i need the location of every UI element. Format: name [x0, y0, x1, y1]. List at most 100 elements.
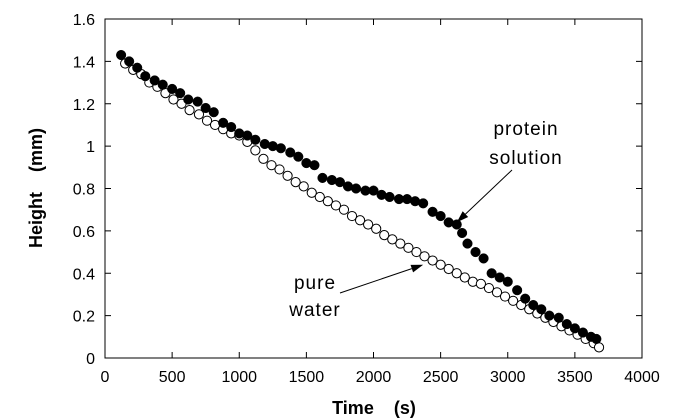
data-point-protein-solution [435, 210, 446, 222]
series-pure-water [120, 58, 605, 353]
data-point-pure-water [508, 295, 519, 306]
data-point-protein-solution [116, 49, 127, 61]
annotation-water-line2: water [288, 300, 340, 321]
x-tick-label: 4000 [624, 369, 660, 386]
data-point-pure-water [258, 153, 269, 164]
data-point-protein-solution [368, 185, 379, 196]
data-point-protein-solution [124, 56, 135, 67]
data-point-protein-solution [183, 94, 194, 105]
data-point-pure-water [419, 251, 430, 262]
data-point-protein-solution [200, 102, 211, 114]
data-point-protein-solution [309, 160, 320, 171]
data-point-pure-water [346, 210, 358, 222]
data-point-protein-solution [569, 323, 580, 334]
data-point-protein-solution [502, 276, 513, 287]
x-tick-label: 500 [159, 369, 186, 386]
data-point-pure-water [282, 170, 293, 181]
data-point-protein-solution [591, 333, 602, 344]
series-protein-solution [116, 49, 602, 344]
data-point-pure-water [459, 272, 470, 283]
data-point-pure-water [451, 268, 462, 279]
y-tick-labels: 0 0.2 0.4 0.6 0.8 1 1.2 1.4 1.6 [73, 12, 95, 368]
data-point-protein-solution [561, 319, 572, 330]
data-point-pure-water [371, 223, 382, 234]
y-tick-label: 1.6 [73, 12, 95, 29]
x-tick-label: 0 [101, 369, 110, 386]
data-point-protein-solution [544, 310, 555, 321]
data-point-pure-water [330, 200, 342, 211]
data-point-protein-solution [208, 107, 219, 118]
data-point-pure-water [314, 191, 325, 203]
data-point-pure-water [491, 287, 503, 298]
data-point-pure-water [475, 278, 486, 289]
data-point-pure-water [435, 259, 446, 270]
annotation-protein-arrow [465, 169, 513, 215]
data-point-protein-solution [132, 62, 143, 73]
x-tick-labels: 0 500 1000 1500 2000 2500 3000 3500 4000 [101, 369, 660, 386]
data-point-protein-solution [226, 122, 237, 133]
data-point-pure-water [411, 246, 422, 258]
x-axis-title: Time (s) [332, 398, 416, 418]
data-point-pure-water [184, 105, 195, 116]
data-point-pure-water [274, 164, 285, 175]
data-point-protein-solution [384, 191, 395, 203]
data-point-protein-solution [528, 299, 539, 311]
data-point-protein-solution [140, 71, 151, 82]
x-tick-label: 3000 [490, 369, 526, 386]
data-point-pure-water [193, 109, 205, 120]
data-point-pure-water [201, 115, 213, 126]
data-point-pure-water [387, 234, 398, 245]
data-point-protein-solution [418, 198, 429, 209]
x-tick-label: 1500 [289, 369, 325, 386]
data-point-protein-solution [512, 285, 523, 296]
y-tick-label: 1 [86, 139, 95, 156]
y-tick-label: 1.2 [73, 97, 95, 114]
data-point-protein-solution [250, 134, 261, 145]
y-tick-label: 0 [86, 351, 95, 368]
data-point-pure-water [443, 263, 454, 275]
data-point-protein-solution [192, 96, 203, 107]
annotation-water-line1: pure [294, 273, 336, 294]
data-point-pure-water [395, 238, 406, 249]
data-point-protein-solution [462, 238, 473, 249]
annotation-protein-arrowhead [456, 211, 469, 223]
data-point-pure-water [168, 94, 179, 105]
x-tick-label: 2000 [356, 369, 392, 386]
data-point-protein-solution [553, 312, 564, 323]
data-point-protein-solution [451, 219, 462, 230]
data-point-protein-solution [149, 75, 160, 86]
data-point-protein-solution [175, 88, 186, 99]
data-point-pure-water [483, 282, 495, 294]
data-point-pure-water [250, 145, 261, 156]
x-tick-label: 1000 [221, 369, 257, 386]
data-point-pure-water [363, 219, 374, 230]
data-point-protein-solution [317, 172, 328, 183]
y-tick-label: 0.6 [73, 224, 95, 241]
x-tick-label: 3500 [557, 369, 593, 386]
data-point-pure-water [290, 177, 301, 188]
data-point-pure-water [427, 255, 438, 266]
data-point-protein-solution [457, 227, 468, 239]
data-point-protein-solution [334, 177, 345, 188]
data-point-protein-solution [167, 83, 178, 94]
data-point-pure-water [499, 291, 511, 302]
annotation-protein-line1: protein [493, 119, 558, 140]
data-point-protein-solution [520, 293, 531, 304]
data-point-protein-solution [486, 268, 497, 279]
y-tick-label: 0.8 [73, 182, 95, 199]
data-point-protein-solution [293, 151, 304, 162]
data-point-protein-solution [494, 272, 505, 283]
data-point-protein-solution [350, 183, 362, 194]
data-point-protein-solution [478, 253, 489, 264]
x-tick-label: 2500 [423, 369, 459, 386]
y-tick-label: 1.4 [73, 54, 95, 71]
data-point-pure-water [403, 242, 414, 253]
data-point-pure-water [338, 204, 350, 215]
axis-ticks [105, 19, 642, 358]
y-tick-label: 0.2 [73, 309, 95, 326]
data-point-pure-water [322, 196, 333, 207]
data-point-protein-solution [470, 247, 481, 258]
data-point-pure-water [593, 342, 605, 353]
data-point-pure-water [306, 187, 317, 198]
